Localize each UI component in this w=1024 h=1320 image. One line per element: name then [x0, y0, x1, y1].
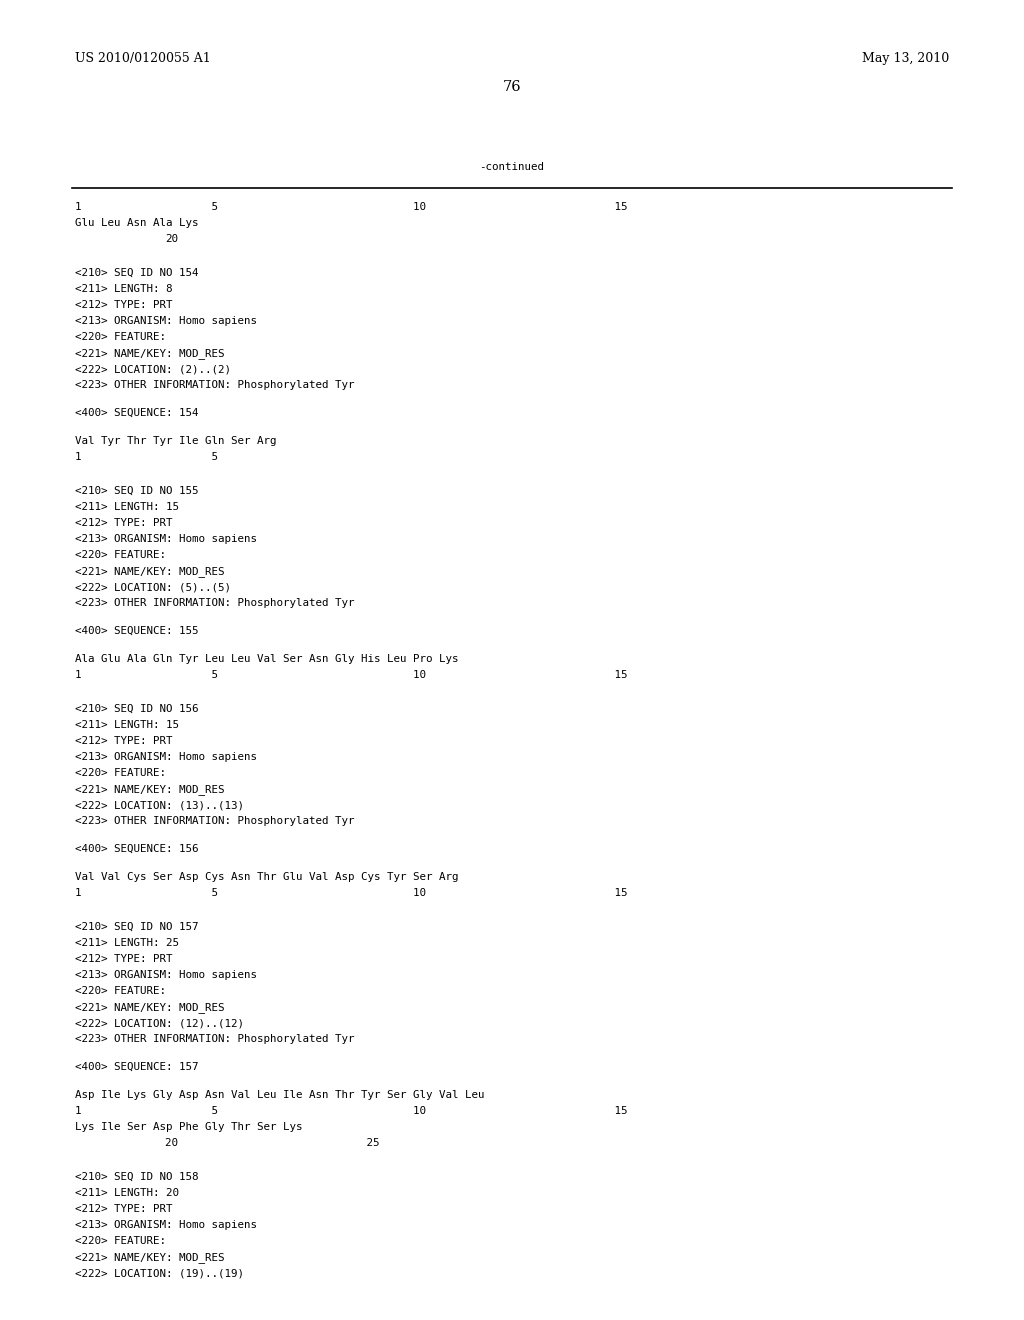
Text: <221> NAME/KEY: MOD_RES: <221> NAME/KEY: MOD_RES — [75, 566, 224, 577]
Text: 76: 76 — [503, 81, 521, 94]
Text: Val Tyr Thr Tyr Ile Gln Ser Arg: Val Tyr Thr Tyr Ile Gln Ser Arg — [75, 436, 276, 446]
Text: <220> FEATURE:: <220> FEATURE: — [75, 333, 166, 342]
Text: <400> SEQUENCE: 154: <400> SEQUENCE: 154 — [75, 408, 199, 418]
Text: 1                    5                              10                          : 1 5 10 — [75, 1106, 628, 1115]
Text: -continued: -continued — [479, 162, 545, 172]
Text: <223> OTHER INFORMATION: Phosphorylated Tyr: <223> OTHER INFORMATION: Phosphorylated … — [75, 598, 354, 609]
Text: <212> TYPE: PRT: <212> TYPE: PRT — [75, 737, 172, 746]
Text: 1                    5                              10                          : 1 5 10 — [75, 671, 628, 680]
Text: <213> ORGANISM: Homo sapiens: <213> ORGANISM: Homo sapiens — [75, 535, 257, 544]
Text: <221> NAME/KEY: MOD_RES: <221> NAME/KEY: MOD_RES — [75, 784, 224, 795]
Text: <221> NAME/KEY: MOD_RES: <221> NAME/KEY: MOD_RES — [75, 1002, 224, 1012]
Text: <210> SEQ ID NO 156: <210> SEQ ID NO 156 — [75, 704, 199, 714]
Text: <400> SEQUENCE: 155: <400> SEQUENCE: 155 — [75, 626, 199, 636]
Text: <223> OTHER INFORMATION: Phosphorylated Tyr: <223> OTHER INFORMATION: Phosphorylated … — [75, 380, 354, 389]
Text: <220> FEATURE:: <220> FEATURE: — [75, 986, 166, 997]
Text: Lys Ile Ser Asp Phe Gly Thr Ser Lys: Lys Ile Ser Asp Phe Gly Thr Ser Lys — [75, 1122, 302, 1133]
Text: <221> NAME/KEY: MOD_RES: <221> NAME/KEY: MOD_RES — [75, 348, 224, 359]
Text: <223> OTHER INFORMATION: Phosphorylated Tyr: <223> OTHER INFORMATION: Phosphorylated … — [75, 816, 354, 826]
Text: 1                    5: 1 5 — [75, 451, 218, 462]
Text: Glu Leu Asn Ala Lys: Glu Leu Asn Ala Lys — [75, 218, 199, 228]
Text: 20: 20 — [165, 234, 178, 244]
Text: 1                    5                              10                          : 1 5 10 — [75, 888, 628, 898]
Text: 1                    5                              10                          : 1 5 10 — [75, 202, 628, 213]
Text: <222> LOCATION: (2)..(2): <222> LOCATION: (2)..(2) — [75, 364, 231, 374]
Text: <212> TYPE: PRT: <212> TYPE: PRT — [75, 300, 172, 310]
Text: <211> LENGTH: 8: <211> LENGTH: 8 — [75, 284, 172, 294]
Text: <210> SEQ ID NO 154: <210> SEQ ID NO 154 — [75, 268, 199, 279]
Text: <210> SEQ ID NO 157: <210> SEQ ID NO 157 — [75, 921, 199, 932]
Text: <220> FEATURE:: <220> FEATURE: — [75, 550, 166, 560]
Text: <220> FEATURE:: <220> FEATURE: — [75, 768, 166, 777]
Text: <211> LENGTH: 15: <211> LENGTH: 15 — [75, 502, 179, 512]
Text: <211> LENGTH: 15: <211> LENGTH: 15 — [75, 719, 179, 730]
Text: Asp Ile Lys Gly Asp Asn Val Leu Ile Asn Thr Tyr Ser Gly Val Leu: Asp Ile Lys Gly Asp Asn Val Leu Ile Asn … — [75, 1090, 484, 1100]
Text: <212> TYPE: PRT: <212> TYPE: PRT — [75, 517, 172, 528]
Text: US 2010/0120055 A1: US 2010/0120055 A1 — [75, 51, 211, 65]
Text: <213> ORGANISM: Homo sapiens: <213> ORGANISM: Homo sapiens — [75, 315, 257, 326]
Text: <213> ORGANISM: Homo sapiens: <213> ORGANISM: Homo sapiens — [75, 1220, 257, 1230]
Text: <211> LENGTH: 20: <211> LENGTH: 20 — [75, 1188, 179, 1199]
Text: <222> LOCATION: (5)..(5): <222> LOCATION: (5)..(5) — [75, 582, 231, 591]
Text: Val Val Cys Ser Asp Cys Asn Thr Glu Val Asp Cys Tyr Ser Arg: Val Val Cys Ser Asp Cys Asn Thr Glu Val … — [75, 873, 459, 882]
Text: <212> TYPE: PRT: <212> TYPE: PRT — [75, 954, 172, 964]
Text: <213> ORGANISM: Homo sapiens: <213> ORGANISM: Homo sapiens — [75, 752, 257, 762]
Text: <220> FEATURE:: <220> FEATURE: — [75, 1236, 166, 1246]
Text: <210> SEQ ID NO 158: <210> SEQ ID NO 158 — [75, 1172, 199, 1181]
Text: <400> SEQUENCE: 157: <400> SEQUENCE: 157 — [75, 1063, 199, 1072]
Text: 20                             25: 20 25 — [165, 1138, 380, 1148]
Text: <221> NAME/KEY: MOD_RES: <221> NAME/KEY: MOD_RES — [75, 1251, 224, 1263]
Text: <212> TYPE: PRT: <212> TYPE: PRT — [75, 1204, 172, 1214]
Text: Ala Glu Ala Gln Tyr Leu Leu Val Ser Asn Gly His Leu Pro Lys: Ala Glu Ala Gln Tyr Leu Leu Val Ser Asn … — [75, 653, 459, 664]
Text: <222> LOCATION: (12)..(12): <222> LOCATION: (12)..(12) — [75, 1018, 244, 1028]
Text: <222> LOCATION: (19)..(19): <222> LOCATION: (19)..(19) — [75, 1269, 244, 1278]
Text: <400> SEQUENCE: 156: <400> SEQUENCE: 156 — [75, 843, 199, 854]
Text: <210> SEQ ID NO 155: <210> SEQ ID NO 155 — [75, 486, 199, 496]
Text: May 13, 2010: May 13, 2010 — [862, 51, 949, 65]
Text: <223> OTHER INFORMATION: Phosphorylated Tyr: <223> OTHER INFORMATION: Phosphorylated … — [75, 1034, 354, 1044]
Text: <213> ORGANISM: Homo sapiens: <213> ORGANISM: Homo sapiens — [75, 970, 257, 979]
Text: <211> LENGTH: 25: <211> LENGTH: 25 — [75, 939, 179, 948]
Text: <222> LOCATION: (13)..(13): <222> LOCATION: (13)..(13) — [75, 800, 244, 810]
